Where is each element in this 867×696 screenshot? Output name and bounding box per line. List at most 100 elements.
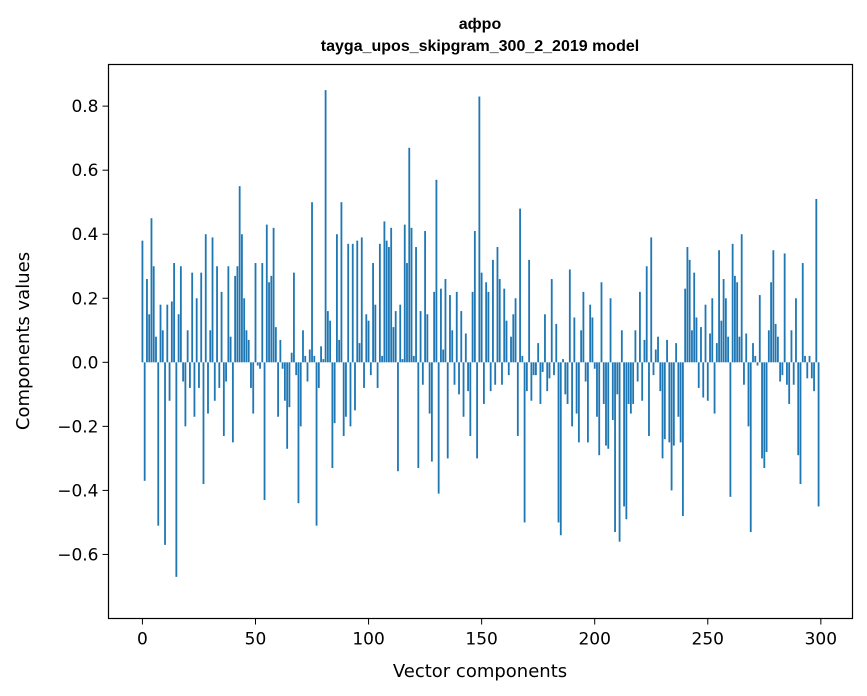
bar-243 [691, 330, 693, 363]
bar-56 [268, 282, 270, 363]
bar-45 [243, 298, 246, 363]
bar-290 [797, 362, 800, 456]
bar-188 [566, 362, 569, 404]
bar-223 [645, 266, 648, 363]
bar-112 [394, 311, 397, 363]
bar-1 [143, 362, 146, 481]
bar-15 [175, 362, 178, 577]
bar-207 [609, 298, 612, 363]
bar-12 [168, 362, 171, 401]
bar-212 [620, 330, 623, 363]
bar-244 [693, 272, 696, 363]
bar-107 [383, 221, 386, 363]
bar-248 [702, 362, 705, 398]
bar-226 [652, 362, 655, 376]
bar-9 [161, 330, 164, 363]
bar-20 [186, 330, 189, 363]
bar-262 [734, 275, 736, 363]
bar-143 [464, 333, 467, 363]
bar-276 [765, 362, 768, 452]
bar-148 [476, 362, 479, 459]
bar-271 [754, 355, 757, 363]
bar-28 [204, 234, 207, 363]
plot-frame [107, 63, 854, 620]
bar-48 [250, 362, 252, 388]
bar-204 [602, 362, 605, 404]
bar-19 [184, 362, 187, 427]
bar-93 [351, 243, 354, 363]
bar-62 [281, 362, 284, 369]
bar-70 [299, 362, 302, 427]
bar-165 [514, 298, 517, 363]
bar-79 [320, 346, 322, 363]
bar-285 [786, 362, 788, 385]
bar-122 [417, 362, 420, 468]
bar-242 [688, 259, 691, 363]
bar-282 [779, 362, 782, 382]
bar-95 [356, 240, 359, 363]
bar-23 [193, 362, 196, 417]
bar-86 [336, 234, 338, 363]
y-tick-label: 0.0 [71, 353, 98, 373]
bar-254 [715, 343, 718, 363]
bar-78 [317, 362, 320, 388]
bar-138 [453, 362, 456, 385]
bar-6 [155, 336, 157, 363]
bar-158 [498, 279, 501, 363]
bar-14 [173, 263, 175, 363]
bar-94 [354, 362, 356, 411]
bar-27 [202, 362, 205, 485]
bar-231 [663, 362, 666, 440]
bar-176 [539, 362, 542, 404]
bar-3 [148, 314, 151, 363]
y-tick-label: −0.2 [57, 417, 98, 437]
bar-186 [562, 359, 564, 363]
y-tick-label: −0.4 [57, 481, 98, 501]
bar-183 [555, 323, 558, 363]
bar-187 [564, 362, 567, 395]
bar-251 [709, 333, 711, 363]
bar-259 [727, 336, 730, 363]
bar-8 [159, 304, 162, 363]
bar-40 [231, 362, 234, 443]
bar-239 [681, 362, 684, 517]
bar-61 [279, 339, 282, 363]
bar-127 [428, 362, 431, 414]
bar-174 [535, 362, 537, 376]
bar-110 [390, 227, 393, 363]
bar-150 [480, 272, 483, 363]
bar-209 [614, 362, 616, 533]
bar-272 [756, 362, 759, 366]
bar-102 [372, 263, 374, 363]
bar-101 [369, 362, 372, 376]
bar-230 [661, 362, 664, 459]
bar-11 [166, 304, 169, 363]
bar-46 [245, 330, 248, 363]
bar-257 [722, 279, 725, 363]
bar-133 [442, 349, 445, 363]
bar-177 [541, 362, 544, 372]
bar-136 [449, 295, 451, 363]
bar-298 [815, 199, 818, 363]
bar-163 [510, 336, 512, 363]
x-axis-ticks: 0 50 100 150 200 250 300 [137, 618, 837, 650]
bar-197 [587, 362, 589, 443]
bar-294 [806, 362, 809, 379]
bar-297 [813, 362, 815, 392]
bar-149 [478, 96, 481, 363]
bar-24 [195, 298, 198, 363]
bar-145 [469, 362, 472, 436]
bar-180 [548, 362, 551, 379]
bar-284 [783, 253, 786, 363]
bar-279 [772, 250, 775, 363]
y-tick-label: 0.4 [71, 225, 98, 245]
bar-261 [731, 243, 734, 363]
bar-227 [654, 349, 657, 363]
bar-233 [668, 362, 671, 443]
bar-118 [408, 147, 411, 363]
bar-124 [421, 362, 424, 385]
bar-164 [512, 314, 515, 363]
bar-139 [455, 291, 458, 363]
chart-subtitle: tayga_upos_skipgram_300_2_2019 model [321, 38, 639, 55]
bar-43 [238, 186, 241, 363]
